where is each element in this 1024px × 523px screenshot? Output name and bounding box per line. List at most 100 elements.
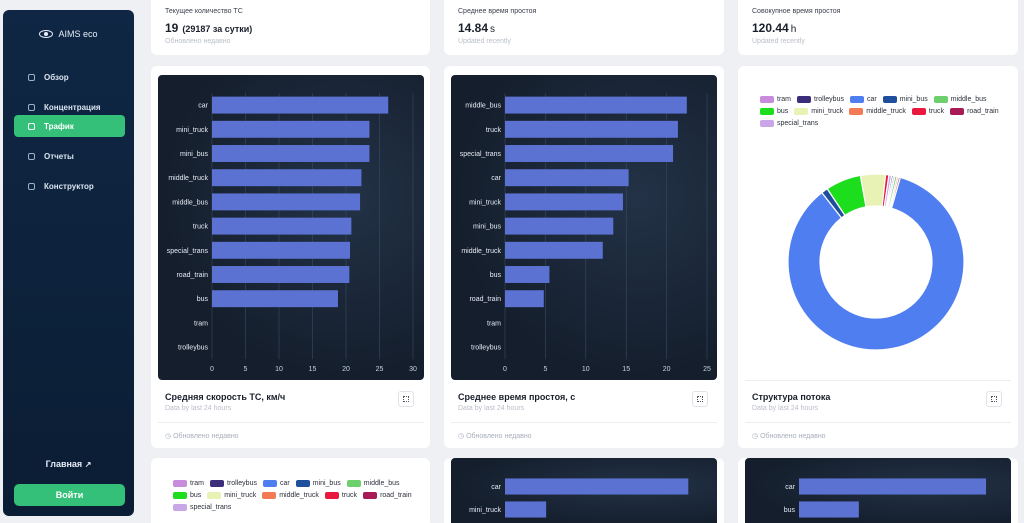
- bar[interactable]: [505, 145, 674, 162]
- legend-swatch: [797, 96, 811, 103]
- bar[interactable]: [799, 478, 987, 495]
- legend-swatch: [173, 504, 187, 511]
- home-link[interactable]: Главная ↗: [3, 459, 134, 469]
- legend-label: truck: [928, 108, 945, 115]
- legend-item[interactable]: car: [262, 480, 290, 487]
- bar[interactable]: [212, 217, 352, 235]
- x-tick-label: 5: [244, 366, 248, 373]
- y-tick-label: mini_truck: [469, 199, 501, 206]
- concentration-icon: [28, 103, 35, 111]
- bar[interactable]: [505, 120, 678, 138]
- y-tick-label: trolleybus: [178, 345, 208, 352]
- bar[interactable]: [799, 501, 859, 518]
- overview-icon: [28, 73, 35, 81]
- legend-item[interactable]: middle_truck: [849, 108, 906, 115]
- legend-item[interactable]: truck: [324, 492, 357, 499]
- legend-swatch: [363, 492, 378, 499]
- legend-item[interactable]: mini_bus: [882, 96, 928, 103]
- y-tick-label: road_train: [176, 272, 208, 279]
- divider: [745, 422, 1011, 423]
- expand-button[interactable]: [986, 391, 1002, 407]
- expand-button[interactable]: [692, 391, 708, 407]
- stat-value: 19 (29187 за сутки): [165, 21, 416, 35]
- bar[interactable]: [212, 193, 361, 211]
- legend-item[interactable]: bus: [173, 492, 201, 499]
- sidebar-item-concentration[interactable]: Концентрация: [14, 96, 125, 118]
- legend-swatch: [760, 96, 774, 103]
- legend-item[interactable]: bus: [760, 108, 788, 115]
- legend-item[interactable]: truck: [911, 108, 945, 115]
- sidebar-item-reports[interactable]: Отчеты: [14, 145, 125, 167]
- stat-updated: Updated recently: [458, 38, 511, 45]
- bar[interactable]: [505, 266, 550, 283]
- y-tick-label: car: [491, 484, 501, 491]
- legend-item[interactable]: tram: [173, 480, 204, 487]
- y-tick-label: car: [491, 175, 501, 182]
- y-tick-label: tram: [487, 320, 501, 327]
- legend-item[interactable]: road_train: [363, 492, 412, 499]
- stat-value: 14.84 s: [458, 21, 710, 35]
- donut-slice[interactable]: [787, 176, 965, 351]
- legend-swatch: [346, 480, 361, 487]
- expand-button[interactable]: [398, 391, 414, 407]
- y-tick-label: tram: [194, 320, 208, 327]
- legend-swatch: [295, 480, 310, 487]
- y-tick-label: mini_bus: [473, 224, 502, 231]
- donut-slice[interactable]: [889, 176, 902, 209]
- legend-swatch: [882, 96, 897, 103]
- legend-item[interactable]: car: [849, 96, 877, 103]
- legend-item[interactable]: road_train: [950, 108, 999, 115]
- bar[interactable]: [212, 290, 338, 308]
- legend-item[interactable]: special_trans: [173, 504, 231, 511]
- y-tick-label: mini_bus: [180, 151, 209, 158]
- legend-item[interactable]: mini_bus: [295, 480, 341, 487]
- bar[interactable]: [505, 501, 547, 518]
- y-tick-label: special_trans: [167, 248, 209, 255]
- bar[interactable]: [212, 266, 350, 283]
- chart-panel: car mini_truck: [451, 458, 717, 523]
- legend-item[interactable]: trolleybus: [797, 96, 844, 103]
- legend-item[interactable]: mini_truck: [794, 108, 843, 115]
- bar[interactable]: [505, 169, 629, 187]
- bar[interactable]: [212, 145, 370, 162]
- bar[interactable]: [212, 96, 389, 114]
- bar[interactable]: [212, 120, 370, 138]
- bar[interactable]: [505, 96, 687, 114]
- legend-item[interactable]: mini_truck: [207, 492, 256, 499]
- x-tick-label: 20: [663, 366, 671, 373]
- bar[interactable]: [212, 169, 362, 187]
- divider: [158, 422, 424, 423]
- legend-swatch: [950, 108, 965, 115]
- y-tick-label: special_trans: [460, 151, 502, 158]
- stat-number: 120.44: [752, 21, 789, 35]
- y-tick-label: middle_bus: [172, 199, 208, 206]
- legend-item[interactable]: middle_truck: [262, 492, 319, 499]
- brand[interactable]: AIMS eco: [3, 22, 134, 46]
- legend-item[interactable]: trolleybus: [210, 480, 257, 487]
- bar[interactable]: [212, 241, 351, 259]
- login-button[interactable]: Войти: [14, 484, 125, 506]
- legend-item[interactable]: special_trans: [760, 120, 818, 127]
- divider: [451, 422, 717, 423]
- legend-item[interactable]: middle_bus: [933, 96, 987, 103]
- sidebar-item-label: Концентрация: [44, 102, 101, 112]
- stat-label: Среднее время простоя: [458, 8, 537, 15]
- home-link-label: Главная: [45, 459, 83, 469]
- legend-item[interactable]: middle_bus: [346, 480, 400, 487]
- sidebar-item-overview[interactable]: Обзор: [14, 66, 125, 88]
- chart-card-bottom-2: car mini_truck: [444, 458, 724, 523]
- updated-text: Обновлено недавно: [760, 433, 826, 440]
- bar[interactable]: [505, 241, 603, 259]
- bar[interactable]: [505, 217, 614, 235]
- sidebar-item-label: Конструктор: [44, 181, 94, 191]
- legend-item[interactable]: tram: [760, 96, 791, 103]
- expand-icon: [697, 396, 703, 402]
- bar[interactable]: [505, 193, 623, 211]
- sidebar-item-traffic[interactable]: Трафик: [14, 115, 125, 137]
- sidebar-item-constructor[interactable]: Конструктор: [14, 175, 125, 197]
- updated-text: Обновлено недавно: [173, 433, 239, 440]
- bar[interactable]: [505, 290, 544, 308]
- legend-swatch: [849, 96, 864, 103]
- chart-legend: tram trolleybus car mini_bus middle_bus bus mi…: [173, 480, 425, 511]
- bar[interactable]: [505, 478, 689, 495]
